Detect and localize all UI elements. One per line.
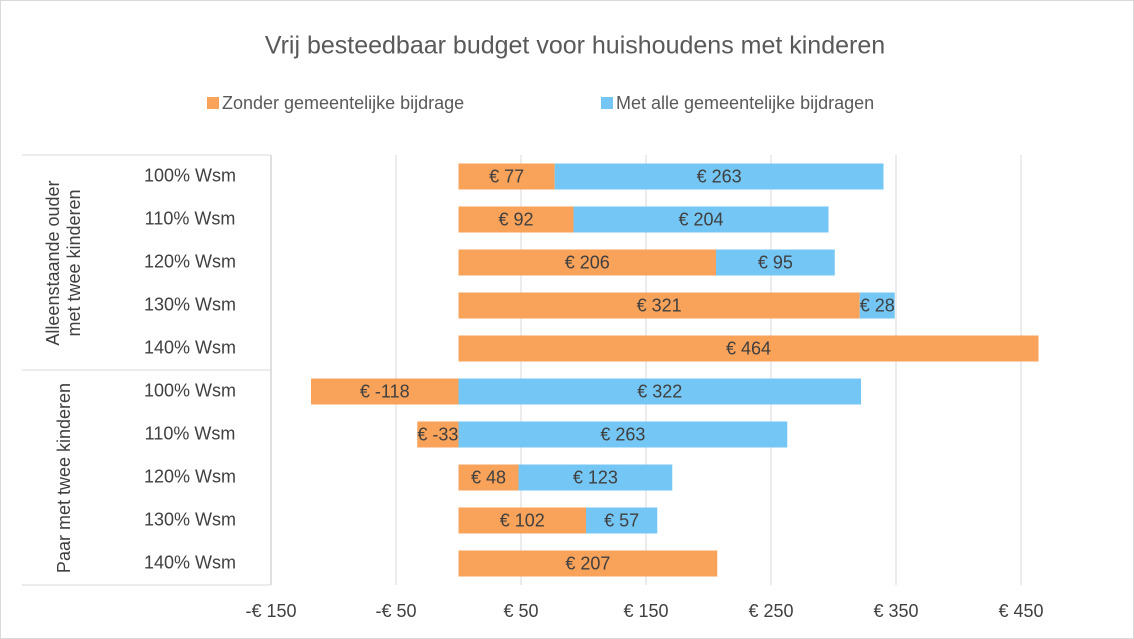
data-label: € 206 [565,252,610,272]
legend-label: Met alle gemeentelijke bijdragen [616,93,874,113]
bar [458,206,574,233]
x-tick-label: -€ 150 [245,601,296,621]
y-tick-label: 140% Wsm [144,552,236,572]
y-tick-label: 100% Wsm [144,380,236,400]
bar [458,249,716,276]
bar [417,421,459,448]
bar [458,464,519,491]
data-label: € 204 [678,209,723,229]
data-label: € 321 [637,295,682,315]
y-tick-label: 110% Wsm [145,423,236,443]
x-tick-label: € 150 [623,601,668,621]
data-label: € 57 [604,510,639,530]
data-label: € -33 [417,424,458,444]
group-label: Alleenstaande ouder met twee kinderen [43,179,84,346]
x-tick-label: € 450 [998,601,1043,621]
x-tick-label: -€ 50 [375,601,416,621]
data-label: € 48 [471,467,506,487]
bar [311,378,459,405]
data-label: € 322 [637,381,682,401]
bar [573,206,829,233]
data-label: € 123 [573,467,618,487]
legend-swatch [601,97,613,109]
x-tick-label: € 350 [873,601,918,621]
bar [458,550,718,577]
bar [458,292,860,319]
data-label: € 464 [726,338,771,358]
bar [586,507,658,534]
y-tick-label: 120% Wsm [144,251,236,271]
group-label: Paar met twee kinderen [53,382,74,573]
data-label: € 92 [498,209,533,229]
bar [458,421,788,448]
bar [458,335,1039,362]
data-label: € 263 [600,424,645,444]
x-tick-label: € 50 [503,601,538,621]
data-label: € 207 [565,553,610,573]
bar [716,249,835,276]
bar [458,378,861,405]
y-tick-label: 120% Wsm [144,466,236,486]
legend-swatch [207,97,219,109]
bar [554,163,884,190]
bar [458,163,555,190]
data-label: € 95 [758,252,793,272]
bar [859,292,895,319]
chart-title: Vrij besteedbaar budget voor huishoudens… [265,32,885,60]
data-label: € 102 [500,510,545,530]
y-tick-label: 110% Wsm [145,208,236,228]
bar [518,464,673,491]
data-label: € 263 [697,166,742,186]
x-tick-label: € 250 [748,601,793,621]
data-label: € 77 [489,166,524,186]
y-tick-label: 100% Wsm [144,165,236,185]
data-label: € -118 [360,381,410,401]
y-tick-label: 140% Wsm [144,337,236,357]
y-tick-label: 130% Wsm [144,294,236,314]
data-label: € 28 [860,295,895,315]
legend-label: Zonder gemeentelijke bijdrage [222,93,464,113]
y-tick-label: 130% Wsm [144,509,236,529]
bar [458,507,586,534]
